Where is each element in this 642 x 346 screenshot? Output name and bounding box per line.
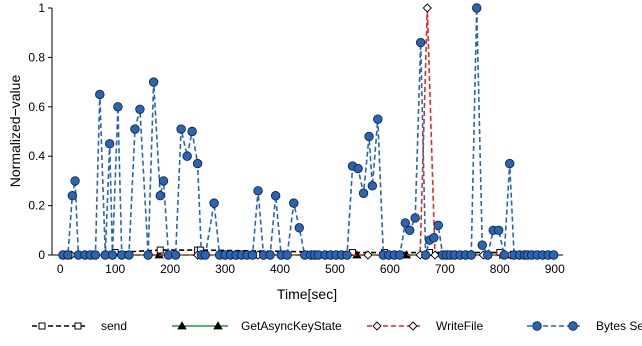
series-layer bbox=[58, 3, 559, 260]
y-tick-label: 0.4 bbox=[28, 149, 45, 163]
data-point-bytes-sent bbox=[289, 198, 299, 208]
y-tick-label: 0.6 bbox=[28, 100, 45, 114]
data-point-bytes-sent bbox=[364, 131, 374, 142]
data-point-bytes-sent bbox=[472, 3, 482, 13]
legend-marker-bytes-sent bbox=[532, 321, 542, 331]
data-point-bytes-sent bbox=[410, 213, 420, 223]
data-point-writefile bbox=[363, 250, 373, 260]
data-point-bytes-sent bbox=[124, 250, 134, 260]
data-point-bytes-sent bbox=[170, 250, 181, 260]
data-point-bytes-sent bbox=[415, 37, 426, 48]
legend-item-send: send bbox=[32, 319, 127, 333]
y-tick-label: 1 bbox=[38, 1, 45, 15]
data-point-bytes-sent bbox=[405, 225, 415, 236]
data-point-bytes-sent bbox=[265, 250, 275, 260]
data-point-bytes-sent bbox=[294, 223, 304, 233]
data-point-bytes-sent bbox=[395, 250, 405, 260]
x-axis-label: Time[sec] bbox=[277, 286, 337, 302]
data-point-bytes-sent bbox=[373, 114, 383, 124]
series-bytes-sent bbox=[58, 3, 559, 260]
data-point-bytes-sent bbox=[247, 250, 258, 260]
legend-label-send: send bbox=[101, 319, 127, 333]
legend-marker-bytes-sent bbox=[568, 321, 578, 331]
legend-item-writefile: WriteFile bbox=[367, 319, 483, 333]
data-point-bytes-sent bbox=[143, 250, 153, 260]
x-tick-label: 900 bbox=[545, 262, 565, 276]
x-tick-label: 600 bbox=[380, 262, 400, 276]
data-point-bytes-sent bbox=[90, 250, 101, 260]
data-point-bytes-sent bbox=[420, 250, 431, 260]
legend-label-writefile: WriteFile bbox=[436, 319, 483, 333]
data-point-bytes-sent bbox=[192, 158, 203, 169]
legend-marker-writefile bbox=[408, 321, 418, 331]
data-point-bytes-sent bbox=[483, 250, 493, 260]
legend: send GetAsyncKeyState WriteFile Bytes Sent bbox=[32, 319, 642, 333]
data-point-bytes-sent bbox=[113, 102, 123, 112]
data-point-writefile bbox=[422, 3, 432, 13]
axes: 0 0.2 0.4 0.6 0.8 1 0 100 200 300 400 500 600 700 800 9… bbox=[28, 1, 565, 276]
y-tick-label: 0 bbox=[38, 248, 45, 262]
data-point-bytes-sent bbox=[70, 176, 80, 186]
data-point-bytes-sent bbox=[400, 218, 411, 228]
data-point-bytes-sent bbox=[176, 124, 186, 134]
legend-label-bytes-sent: Bytes Sent bbox=[596, 319, 642, 333]
x-tick-label: 0 bbox=[57, 262, 64, 276]
x-tick-label: 700 bbox=[435, 262, 455, 276]
legend-label-getasynckeystate: GetAsyncKeyState bbox=[241, 319, 342, 333]
data-point-bytes-sent bbox=[209, 198, 219, 208]
y-tick-label: 0.8 bbox=[28, 50, 45, 64]
data-point-bytes-sent bbox=[429, 233, 439, 243]
data-point-bytes-sent bbox=[107, 250, 118, 260]
data-point-bytes-sent bbox=[282, 250, 292, 260]
x-tick-label: 400 bbox=[270, 262, 290, 276]
data-point-bytes-sent bbox=[342, 250, 352, 260]
data-point-bytes-sent bbox=[95, 89, 105, 100]
x-tick-label: 500 bbox=[325, 262, 345, 276]
data-point-bytes-sent bbox=[187, 126, 197, 137]
data-point-bytes-sent bbox=[499, 250, 509, 260]
data-point-bytes-sent bbox=[63, 250, 73, 260]
data-point-bytes-sent bbox=[477, 240, 487, 250]
data-point-bytes-sent bbox=[200, 250, 211, 260]
legend-marker-getasynckeystate bbox=[177, 321, 187, 330]
data-point-bytes-sent bbox=[67, 191, 78, 201]
data-point-bytes-sent bbox=[367, 181, 378, 191]
data-point-bytes-sent bbox=[505, 158, 515, 169]
data-point-bytes-sent bbox=[135, 104, 145, 114]
legend-marker-writefile bbox=[372, 321, 382, 331]
data-point-bytes-sent bbox=[433, 220, 443, 231]
data-point-bytes-sent bbox=[148, 77, 159, 87]
data-point-bytes-sent bbox=[358, 188, 369, 198]
legend-item-getasynckeystate: GetAsyncKeyState bbox=[172, 319, 342, 333]
x-tick-label: 200 bbox=[160, 262, 180, 276]
legend-item-bytes-sent: Bytes Sent bbox=[527, 319, 642, 333]
data-point-bytes-sent bbox=[494, 225, 504, 236]
data-point-bytes-sent bbox=[353, 163, 363, 174]
data-point-bytes-sent bbox=[253, 186, 263, 196]
legend-marker-send bbox=[74, 322, 82, 330]
data-point-writefile bbox=[430, 250, 440, 260]
y-axis-label: Normalized−value bbox=[7, 75, 23, 188]
data-point-bytes-sent bbox=[182, 151, 192, 161]
data-point-bytes-sent bbox=[548, 250, 559, 260]
data-point-bytes-sent bbox=[104, 139, 115, 149]
data-point-bytes-sent bbox=[270, 191, 281, 201]
data-point-bytes-sent bbox=[130, 124, 140, 134]
legend-marker-getasynckeystate bbox=[213, 321, 223, 330]
data-point-bytes-sent bbox=[158, 176, 169, 186]
data-point-send bbox=[156, 246, 164, 254]
data-point-bytes-sent bbox=[466, 250, 476, 260]
x-tick-label: 300 bbox=[215, 262, 235, 276]
x-tick-label: 100 bbox=[105, 262, 125, 276]
x-tick-label: 800 bbox=[490, 262, 510, 276]
legend-marker-send bbox=[38, 322, 46, 330]
data-point-bytes-sent bbox=[155, 191, 165, 201]
y-tick-label: 0.2 bbox=[28, 199, 45, 213]
